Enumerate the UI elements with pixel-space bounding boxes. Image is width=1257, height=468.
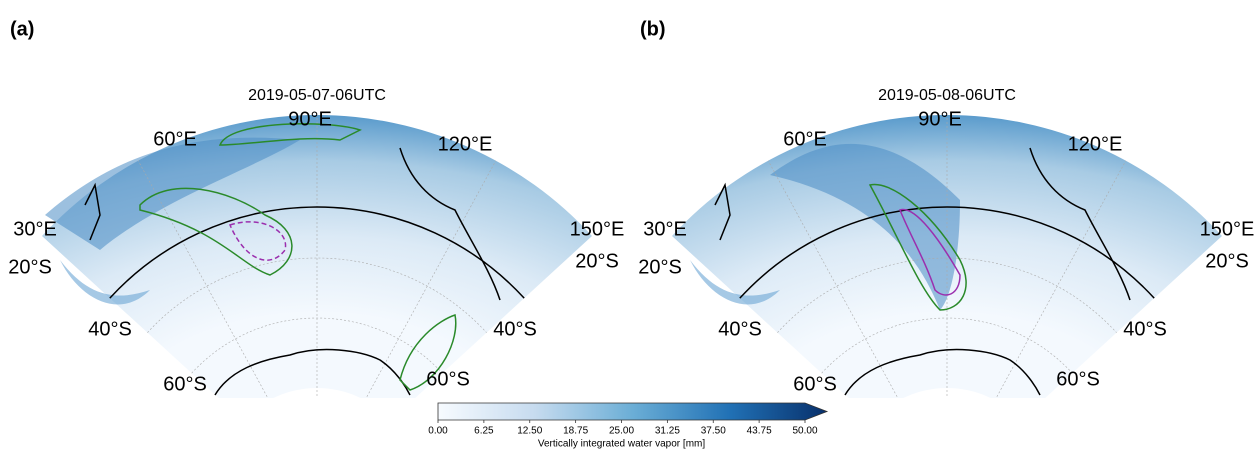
map-panel (41, 115, 593, 398)
moisture-band (45, 137, 300, 250)
coastline (84, 182, 101, 241)
colorbar-tick-label: 25.00 (609, 426, 634, 437)
moisture-band (60, 260, 150, 305)
moisture-band (770, 143, 960, 310)
moisture-band (690, 260, 780, 305)
lat-label: 20°S (575, 250, 619, 272)
lat-label: 40°S (1123, 318, 1167, 340)
lon-label: 120°E (1068, 133, 1123, 155)
map-title: 2019-05-07-06UTC (248, 87, 386, 104)
lon-label: 90°E (288, 108, 332, 130)
colorbar-label: Vertically integrated water vapor [mm] (538, 439, 706, 450)
lat-label: 40°S (88, 318, 132, 340)
lat-label: 40°S (493, 318, 537, 340)
colorbar-tick-label: 0.00 (428, 426, 448, 437)
colorbar-tick-label: 50.00 (792, 426, 817, 437)
colorbar (437, 402, 829, 421)
graticule (777, 257, 1117, 333)
lat-label: 20°S (8, 256, 52, 278)
panel-label: (a) (10, 18, 34, 40)
contour (899, 208, 961, 296)
lon-label: 60°E (153, 128, 197, 150)
colorbar-tick-label: 6.25 (474, 426, 494, 437)
lon-label: 120°E (438, 133, 493, 155)
panel-label: (b) (640, 18, 666, 40)
lon-label: 150°E (1200, 218, 1255, 240)
contour (868, 183, 967, 311)
lat-label: 20°S (638, 256, 682, 278)
contour (139, 187, 293, 276)
colorbar-tick-label: 37.50 (701, 426, 726, 437)
colorbar-tick-label: 12.50 (517, 426, 542, 437)
colorbar-tick-label: 31.25 (655, 426, 680, 437)
lon-label: 60°E (783, 128, 827, 150)
lat-label: 60°S (793, 373, 837, 395)
coastline (844, 348, 1041, 396)
coastline (399, 147, 501, 301)
coastline (214, 348, 411, 396)
lat-label: 20°S (1205, 250, 1249, 272)
map-title: 2019-05-08-06UTC (878, 87, 1016, 104)
lat-label: 40°S (718, 318, 762, 340)
contour (399, 314, 457, 391)
coastline (1029, 147, 1131, 301)
lat-label: 60°S (426, 368, 470, 390)
lon-label: 90°E (918, 108, 962, 130)
contour (228, 221, 287, 261)
coastline (714, 182, 731, 241)
graticule (147, 257, 487, 333)
contour (218, 123, 362, 146)
map-panel (671, 115, 1222, 398)
colorbar-tick-label: 18.75 (563, 426, 588, 437)
lon-label: 30°E (643, 218, 687, 240)
latitude-circle (739, 206, 1155, 299)
lon-label: 150°E (570, 218, 625, 240)
graticule (821, 317, 1073, 374)
colorbar-tick-label: 43.75 (747, 426, 772, 437)
lat-label: 60°S (163, 373, 207, 395)
latitude-circle (109, 206, 525, 299)
lat-label: 60°S (1056, 368, 1100, 390)
lon-label: 30°E (13, 218, 57, 240)
